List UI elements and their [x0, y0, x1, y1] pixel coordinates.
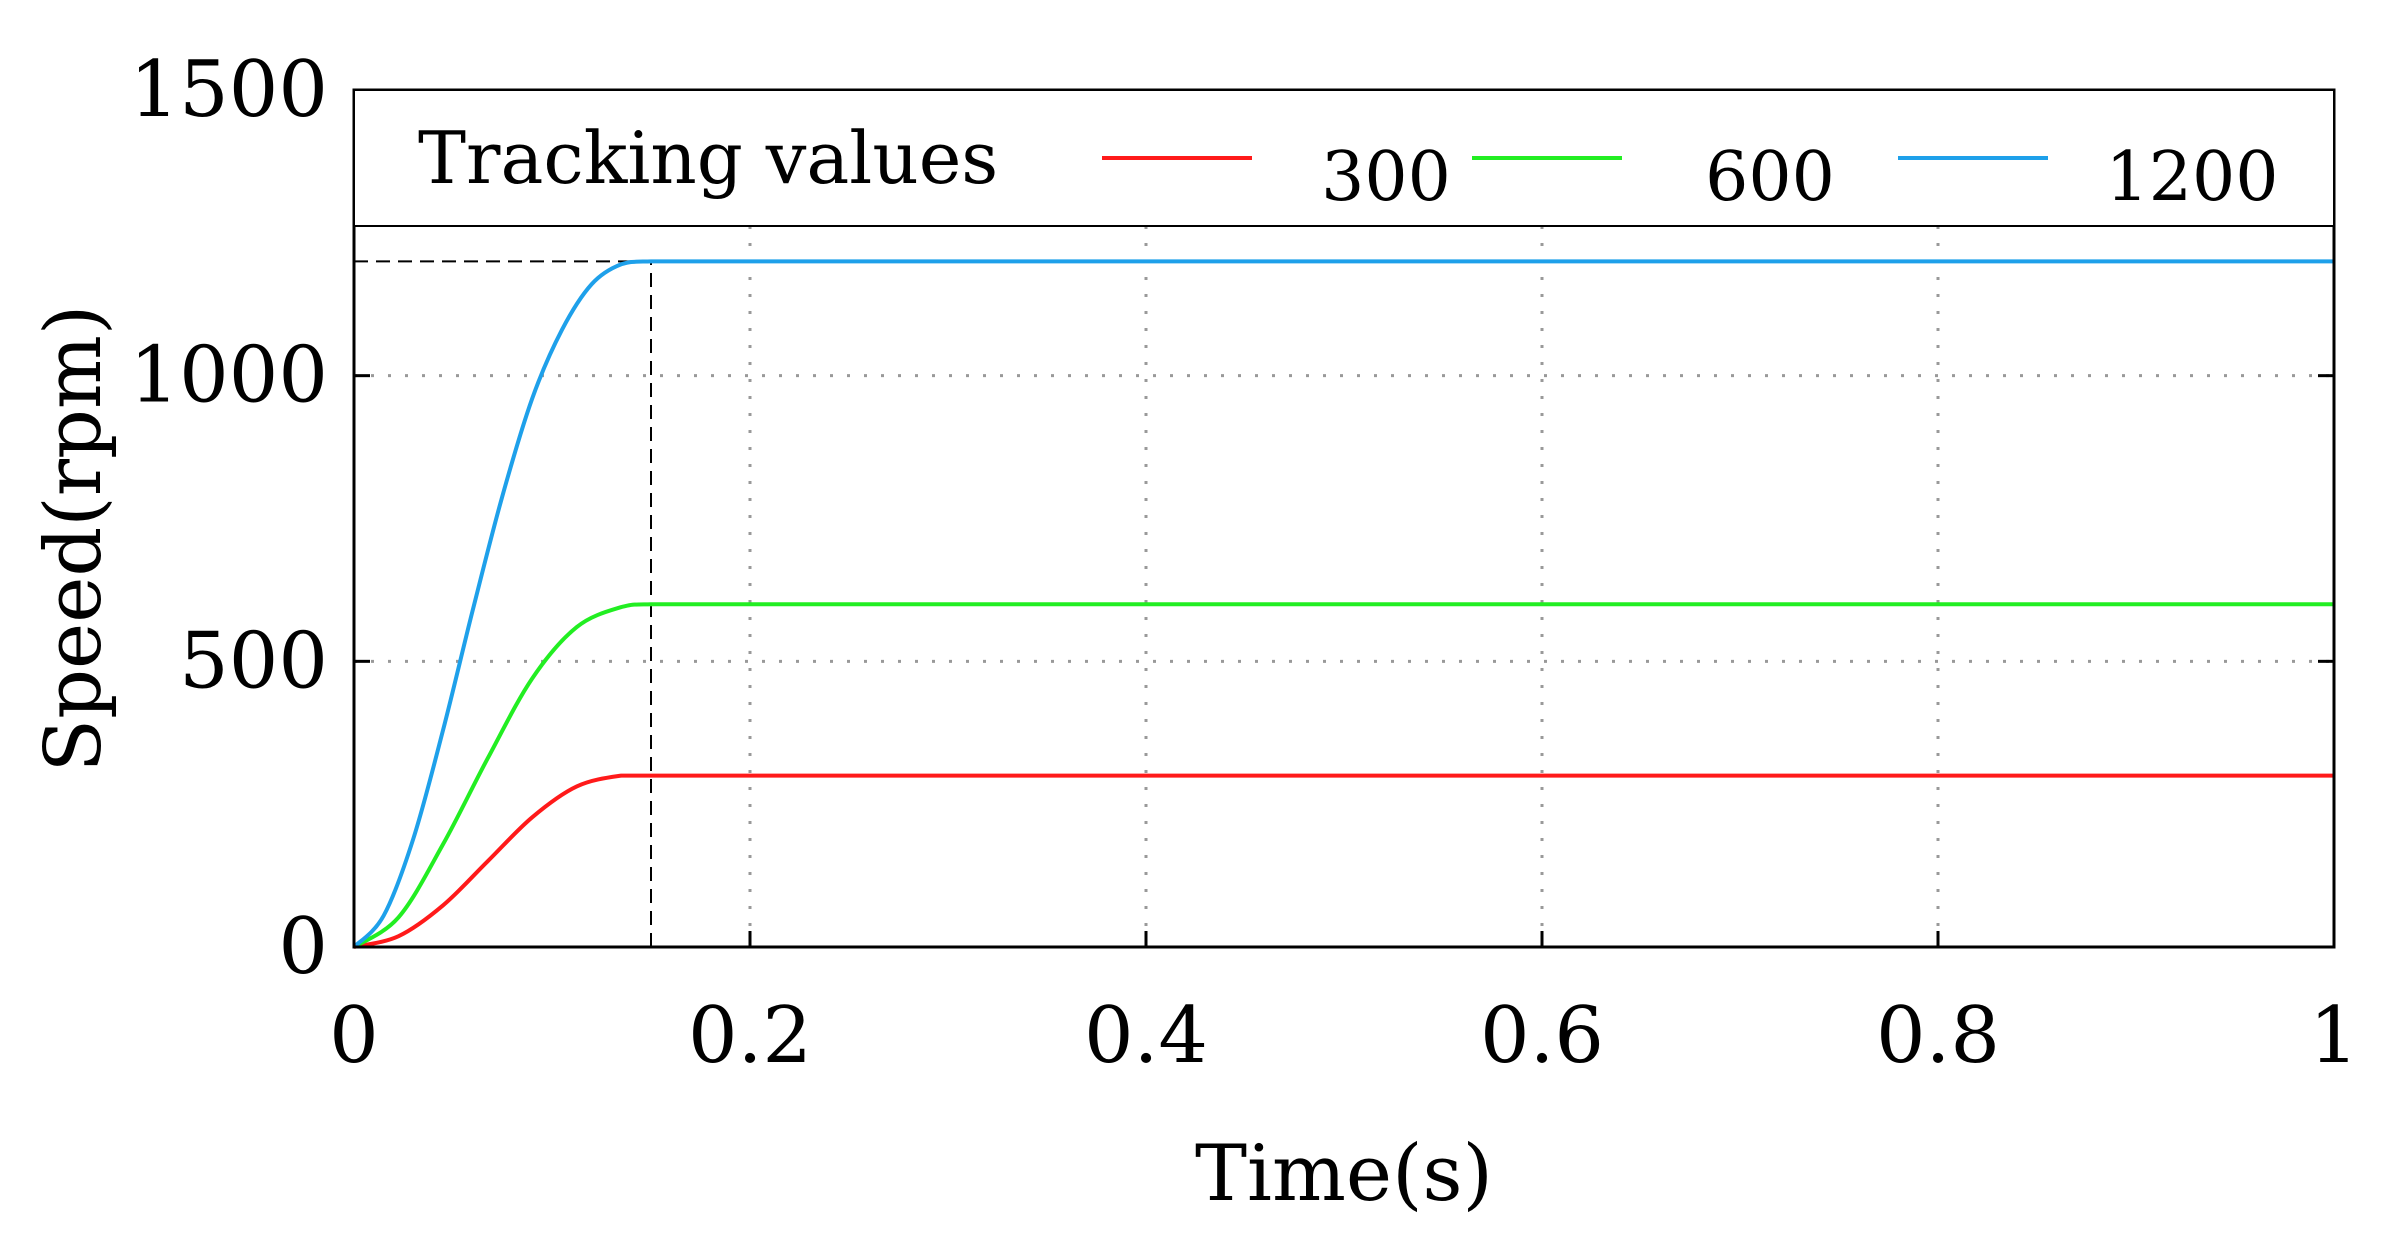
- legend-entry-1200: 1200: [2105, 138, 2278, 217]
- series-line-300: [353, 773, 2334, 949]
- y-tick-label: 1500: [129, 45, 328, 135]
- grid-lines: [354, 90, 2334, 947]
- x-axis-label: Time(s): [1195, 1129, 1493, 1219]
- x-tick-label: 1: [2309, 991, 2359, 1081]
- y-axis-label: Speed(rpm): [29, 305, 119, 773]
- series-lines: [352, 259, 2334, 949]
- y-tick-label: 1000: [129, 331, 328, 421]
- legend-entry-600: 600: [1705, 138, 1835, 217]
- y-tick-label: 0: [278, 902, 328, 992]
- x-tick-label: 0.6: [1480, 991, 1604, 1081]
- legend-entry-300: 300: [1321, 138, 1451, 217]
- axis-ticks: 0 0.2 0.4 0.6 0.8 1 0 500 1000 1500: [129, 45, 2358, 1081]
- legend: Tracking values 300 600 1200: [353, 89, 2335, 227]
- x-tick-label: 0.2: [688, 991, 812, 1081]
- x-tick-label: 0.4: [1084, 991, 1208, 1081]
- series-line-600: [352, 602, 2334, 949]
- x-tick-label: 0: [329, 991, 379, 1081]
- y-tick-label: 500: [179, 616, 328, 706]
- legend-title: Tracking values: [418, 116, 998, 200]
- x-tick-label: 0.8: [1876, 991, 2000, 1081]
- series-line-1200: [352, 259, 2334, 949]
